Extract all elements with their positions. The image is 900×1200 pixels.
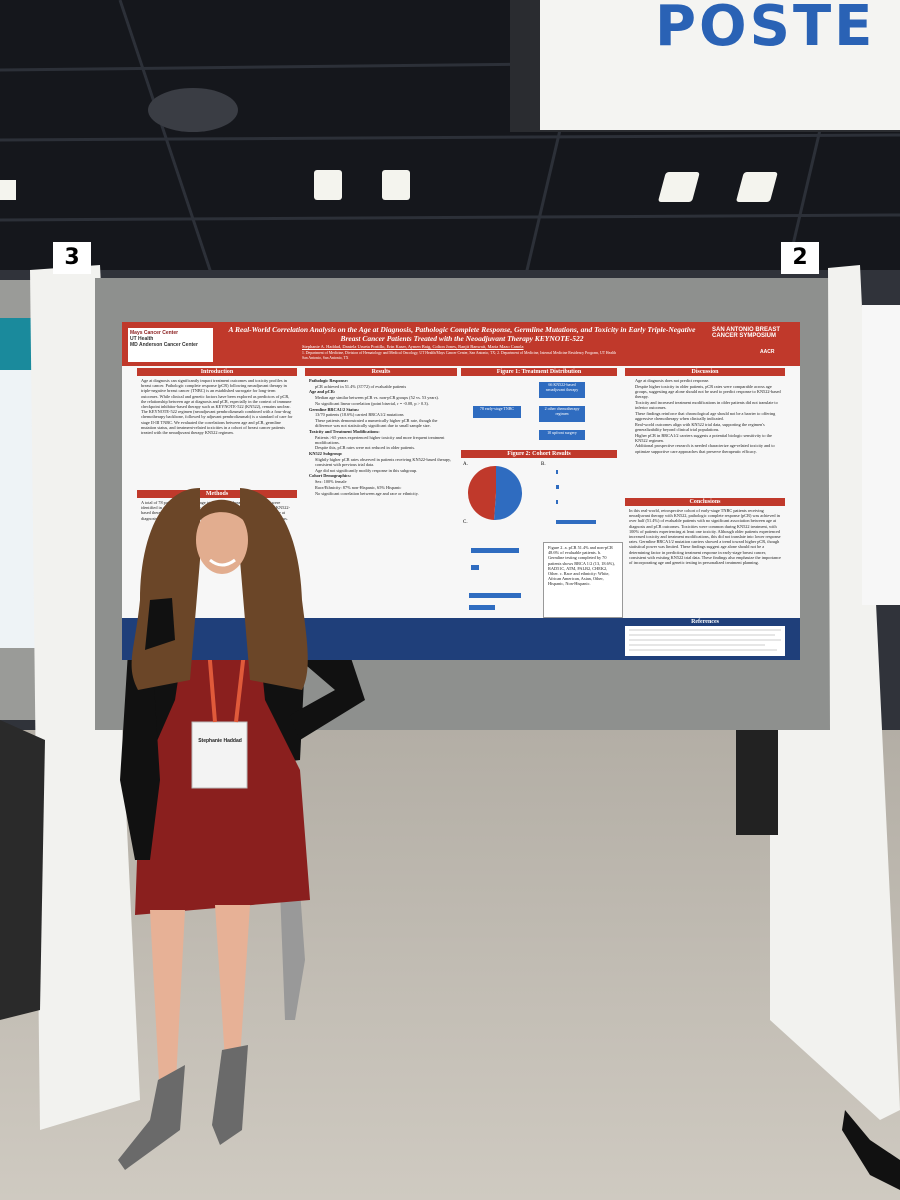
list-item: Slightly higher pCR rates observed in pa…	[315, 456, 451, 468]
list-item: Age at diagnosis does not predict respon…	[635, 378, 710, 383]
badge-name: Stephanie Haddad	[198, 738, 242, 744]
results: Results Pathologic Response: pCR achieved…	[305, 368, 457, 618]
poster-title: A Real-World Correlation Analysis on the…	[228, 325, 696, 343]
booth-number: 2	[781, 242, 819, 274]
section-heading: Methods	[137, 490, 297, 498]
flow-box: 2 other chemotherapy regimen	[539, 406, 585, 422]
panel-label: C.	[463, 520, 468, 525]
list-item: Toxicity and increased treatment modific…	[635, 399, 778, 411]
banner	[540, 0, 900, 130]
poster-authors: Stephanie A. Haddad, Daniela Urueta Port…	[302, 344, 524, 349]
conclusions: Conclusions In this real-world, retrospe…	[625, 498, 785, 616]
figure-2: Figure 2: Cohort Results A. B. C. Figure…	[461, 450, 623, 618]
booth-number: 3	[53, 242, 91, 274]
section-text: Age at diagnosis can significantly impac…	[141, 378, 293, 436]
list-item: No significant correlation between age a…	[315, 490, 419, 496]
logo: AACR	[760, 349, 775, 355]
list-item: Cohort Demographics:	[309, 473, 352, 479]
list-item: No significant linear correlation (point…	[315, 400, 429, 406]
section-heading: References	[625, 618, 785, 626]
ceiling-vent	[148, 88, 238, 132]
list-item: pCR achieved in 51.4% (37/72) of evaluab…	[315, 383, 407, 389]
stool	[280, 890, 305, 1020]
list-item: Despite higher toxicity in older patient…	[635, 383, 781, 400]
figure-2-graphics	[467, 465, 596, 610]
reference-lines	[629, 629, 781, 651]
ceiling-lights	[0, 170, 778, 202]
methods: Methods A total of 78 patients with earl…	[137, 490, 297, 598]
results-list: Pathologic Response: pCR achieved in 51.4…	[305, 376, 457, 498]
list-item: These patients demonstrated a numericall…	[315, 417, 438, 429]
list-item: Germline BRCA1/2 Status:	[309, 406, 360, 412]
list-item: Despite this, pCR rates were not reduced…	[315, 445, 416, 451]
chair	[0, 720, 45, 1020]
left-panel	[30, 265, 140, 1130]
introduction: Introduction Age at diagnosis can signif…	[137, 368, 297, 490]
list-item: Age and pCR:	[309, 389, 336, 395]
logo-block: Mays Cancer Center UT Health MD Anderson…	[128, 328, 213, 362]
list-item: These findings reinforce that chronologi…	[635, 410, 776, 421]
references: References	[625, 618, 785, 656]
section-text: A total of 78 patients with early-stage …	[141, 500, 290, 521]
flow-box: 10 upfront surgery	[539, 430, 585, 440]
list-item: 13/70 patients (18.6%) carried BRCA1/2 m…	[315, 412, 404, 418]
section-heading: Introduction	[137, 368, 297, 376]
list-item: KN522 Subgroup:	[309, 451, 343, 457]
flow-box: 66 KN522-based neoadjuvant therapy	[539, 382, 585, 398]
figure-caption: Figure 2. a. pCR 51.4% and non-pCR 48.6%…	[543, 542, 623, 618]
discussion: Discussion Age at diagnosis does not pre…	[625, 368, 785, 498]
poster: Mays Cancer Center UT Health MD Anderson…	[122, 322, 800, 660]
list-item: Age did not significantly modify respons…	[315, 467, 418, 473]
section-text: In this real-world, retrospective cohort…	[629, 508, 781, 566]
section-heading: Figure 1: Treatment Distribution	[461, 368, 617, 376]
list-item: Patients >65 years experienced higher to…	[315, 434, 445, 445]
list-item: Real-world outcomes align with KN522 tri…	[635, 421, 765, 432]
list-item: Toxicity and Treatment Modifications:	[309, 428, 380, 434]
list-item: Pathologic Response:	[309, 378, 349, 383]
discussion-list: Age at diagnosis does not predict respon…	[625, 376, 785, 456]
panel-label: B.	[541, 462, 546, 467]
poster-affiliations: 1. Department of Medicine, Division of H…	[302, 351, 617, 360]
logo: SAN ANTONIO BREAST CANCER SYMPOSIUM	[712, 327, 781, 339]
logo: Mays Cancer Center	[130, 330, 179, 336]
section-heading: Conclusions	[625, 498, 785, 506]
shoe-floor	[842, 1110, 900, 1190]
list-item: Sex: 100% female	[315, 479, 347, 485]
right-poster	[862, 305, 900, 605]
section-heading: Discussion	[625, 368, 785, 376]
logo: MD Anderson Cancer Center	[130, 342, 198, 348]
logo: UT Health	[130, 336, 154, 342]
list-item: Additional prospective research is neede…	[635, 443, 775, 454]
list-item: Higher pCR in BRCA1/2 carriers suggests …	[635, 432, 772, 443]
poster-header	[122, 322, 800, 366]
panel-label: A.	[463, 462, 468, 467]
list-item: Race/Ethnicity: 87% non-Hispanic, 65% Hi…	[315, 484, 402, 490]
list-item: Median age similar between pCR vs. non-p…	[315, 395, 439, 401]
section-heading: Results	[305, 368, 457, 376]
flow-box: 78 early-stage TNBC	[473, 406, 521, 418]
figure-1: Figure 1: Treatment Distribution 78 earl…	[461, 368, 617, 448]
banner-text: POSTE	[655, 0, 876, 59]
passerby-legs	[736, 730, 778, 835]
section-heading: Figure 2: Cohort Results	[461, 450, 617, 458]
